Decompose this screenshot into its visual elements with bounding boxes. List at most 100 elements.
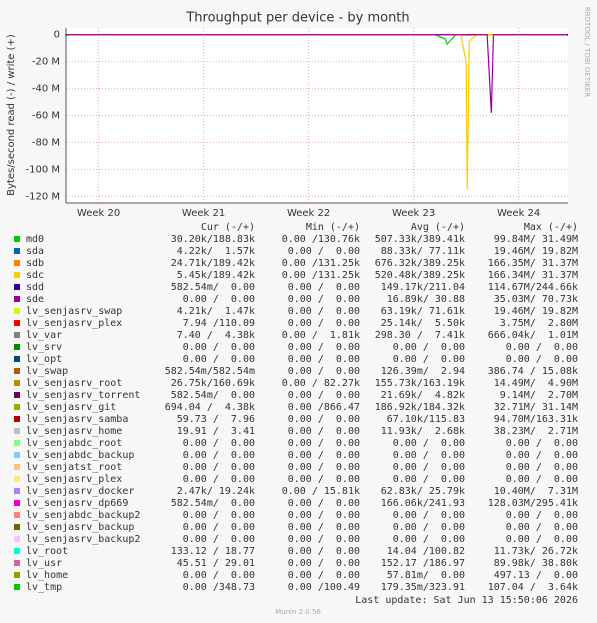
legend-name: md0 [26, 234, 44, 245]
legend-swatch [14, 536, 20, 542]
legend-cur: 30.20k/188.83k [171, 234, 255, 245]
legend-name: sde [26, 294, 44, 305]
x-tick-label: Week 24 [497, 208, 540, 219]
legend-swatch [14, 464, 20, 470]
legend-min: 0.00 / 0.00 [288, 438, 360, 449]
legend-max: 114.67M/244.66k [488, 282, 578, 293]
legend-swatch [14, 476, 20, 482]
legend-name: lv_senjatst_root [26, 462, 122, 473]
legend-avg: 0.00 / 0.00 [393, 438, 465, 449]
legend-avg: 0.00 / 0.00 [393, 450, 465, 461]
legend-name: lv_senjasrv_git [26, 402, 116, 413]
legend-cur: 4.22k/ 1.57k [177, 246, 255, 257]
legend-name: sdd [26, 282, 44, 293]
legend-header: Min (-/+) [306, 222, 360, 233]
y-tick-label: -120 M [25, 191, 60, 202]
legend-max: 0.00 / 0.00 [506, 354, 578, 365]
legend-max: 386.74 / 15.08k [488, 366, 578, 377]
legend-avg: 298.30 / 7.41k [375, 330, 465, 341]
legend-max: 0.00 / 0.00 [506, 450, 578, 461]
last-update: Last update: Sat Jun 13 15:50:06 2026 [355, 595, 578, 606]
legend-min: 0.00 / 0.00 [288, 462, 360, 473]
legend-swatch [14, 440, 20, 446]
legend-swatch [14, 404, 20, 410]
legend-name: lv_opt [26, 354, 62, 365]
y-tick-label: -40 M [32, 84, 60, 95]
legend-min: 0.00 / 0.00 [288, 414, 360, 425]
legend-min: 0.00 / 0.00 [288, 570, 360, 581]
legend-min: 0.00 / 0.00 [288, 246, 360, 257]
side-label: RRDTOOL / TOBI OETIKER [583, 7, 591, 97]
legend-name: lv_senjasrv_torrent [26, 390, 140, 401]
legend-min: 0.00 / 0.00 [288, 342, 360, 353]
x-tick-label: Week 23 [392, 208, 435, 219]
legend-cur: 582.54m/ 0.00 [171, 390, 255, 401]
legend-swatch [14, 452, 20, 458]
legend-cur: 582.54m/ 0.00 [171, 282, 255, 293]
legend-cur: 0.00 / 0.00 [183, 522, 255, 533]
legend-swatch [14, 512, 20, 518]
legend-name: sda [26, 246, 44, 257]
legend-max: 0.00 / 0.00 [506, 534, 578, 545]
legend-avg: 62.83k/ 25.79k [381, 486, 465, 497]
legend-avg: 126.39m/ 2.94 [381, 366, 465, 377]
legend-swatch [14, 344, 20, 350]
legend-name: lv_senjabdc_backup2 [26, 510, 140, 521]
legend-name: lv_senjasrv_dp669 [26, 498, 128, 509]
legend-swatch [14, 392, 20, 398]
legend-avg: 0.00 / 0.00 [393, 342, 465, 353]
legend-avg: 520.48k/389.25k [375, 270, 465, 281]
legend-max: 94.70M/163.31k [494, 414, 578, 425]
legend-avg: 16.89k/ 30.88 [387, 294, 465, 305]
legend-min: 0.00 / 0.00 [288, 426, 360, 437]
legend-avg: 507.33k/389.41k [375, 234, 465, 245]
legend-name: sdc [26, 270, 44, 281]
legend-name: lv_root [26, 546, 68, 557]
legend-max: 497.13 / 0.00 [494, 570, 578, 581]
legend-max: 10.40M/ 7.31M [494, 486, 578, 497]
legend-avg: 149.17k/211.04 [381, 282, 465, 293]
legend-max: 166.35M/ 31.37M [488, 258, 578, 269]
legend-name: lv_senjasrv_backup [26, 522, 134, 533]
legend-avg: 166.06k/241.93 [381, 498, 465, 509]
y-axis-label: Bytes/second read (-) / write (+) [6, 34, 17, 196]
y-tick-label: -20 M [32, 57, 60, 68]
legend-avg: 0.00 / 0.00 [393, 522, 465, 533]
legend-name: lv_senjasrv_samba [26, 414, 128, 425]
legend-cur: 0.00 / 0.00 [183, 294, 255, 305]
legend-cur: 7.94 /110.09 [183, 318, 255, 329]
legend-avg: 0.00 / 0.00 [393, 510, 465, 521]
legend-cur: 0.00 / 0.00 [183, 510, 255, 521]
legend-swatch [14, 584, 20, 590]
legend-name: lv_usr [26, 558, 62, 569]
legend-avg: 0.00 / 0.00 [393, 474, 465, 485]
legend-max: 11.73k/ 26.72k [494, 546, 578, 557]
legend-swatch [14, 332, 20, 338]
legend-min: 0.00 /866.47 [288, 402, 360, 413]
y-tick-label: -60 M [32, 111, 60, 122]
legend-avg: 21.69k/ 4.82k [381, 390, 465, 401]
legend-cur: 0.00 / 0.00 [183, 534, 255, 545]
legend-swatch [14, 500, 20, 506]
legend-header: Max (-/+) [524, 222, 578, 233]
legend-name: lv_tmp [26, 582, 62, 593]
plot-area [66, 28, 568, 203]
legend-avg: 0.00 / 0.00 [393, 462, 465, 473]
legend-min: 0.00 / 0.00 [288, 558, 360, 569]
legend-avg: 0.00 / 0.00 [393, 534, 465, 545]
legend-cur: 2.47k/ 19.24k [177, 486, 255, 497]
legend-cur: 26.75k/160.69k [171, 378, 255, 389]
legend-max: 32.71M/ 31.14M [494, 402, 578, 413]
legend-cur: 582.54m/582.54m [165, 366, 255, 377]
legend-max: 19.46M/ 19.82M [494, 246, 578, 257]
legend-min: 0.00 /100.49 [288, 582, 360, 593]
legend-avg: 67.10k/115.83 [387, 414, 465, 425]
legend-max: 666.04k/ 1.01M [488, 330, 578, 341]
legend-max: 166.34M/ 31.37M [488, 270, 578, 281]
legend-swatch [14, 380, 20, 386]
y-tick-label: -80 M [32, 137, 60, 148]
legend-min: 0.00 / 0.00 [288, 498, 360, 509]
legend-min: 0.00 / 0.00 [288, 306, 360, 317]
legend-max: 38.23M/ 2.71M [494, 426, 578, 437]
